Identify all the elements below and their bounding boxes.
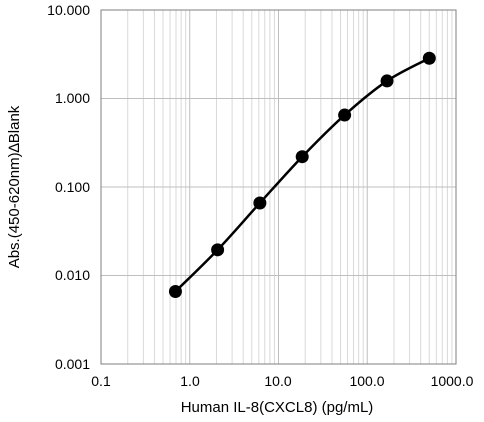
series-line — [174, 57, 431, 293]
x-tick-label: 1000.0 — [431, 373, 474, 389]
data-point — [253, 196, 267, 210]
data-point — [380, 74, 394, 88]
y-tick-label: 0.100 — [55, 179, 90, 195]
data-point — [338, 108, 352, 122]
x-tick-label: 100.0 — [349, 373, 384, 389]
x-tick-label: 0.1 — [91, 373, 111, 389]
data-point — [211, 243, 225, 257]
y-tick-label: 0.001 — [55, 356, 90, 372]
data-point — [168, 284, 182, 298]
x-tick-label: 1.0 — [180, 373, 200, 389]
y-axis-title: Abs.(450-620nm)∆Blank — [6, 105, 23, 268]
x-tick-label: 10.0 — [264, 373, 291, 389]
y-tick-label: 10.000 — [47, 2, 90, 18]
x-axis-title: Human IL-8(CXCL8) (pg/mL) — [181, 399, 374, 416]
plot-frame — [100, 9, 457, 365]
data-point — [295, 150, 309, 164]
data-point — [422, 51, 436, 65]
y-tick-label: 0.010 — [55, 267, 90, 283]
data-series — [168, 51, 436, 298]
y-tick-label: 1.000 — [55, 90, 90, 106]
